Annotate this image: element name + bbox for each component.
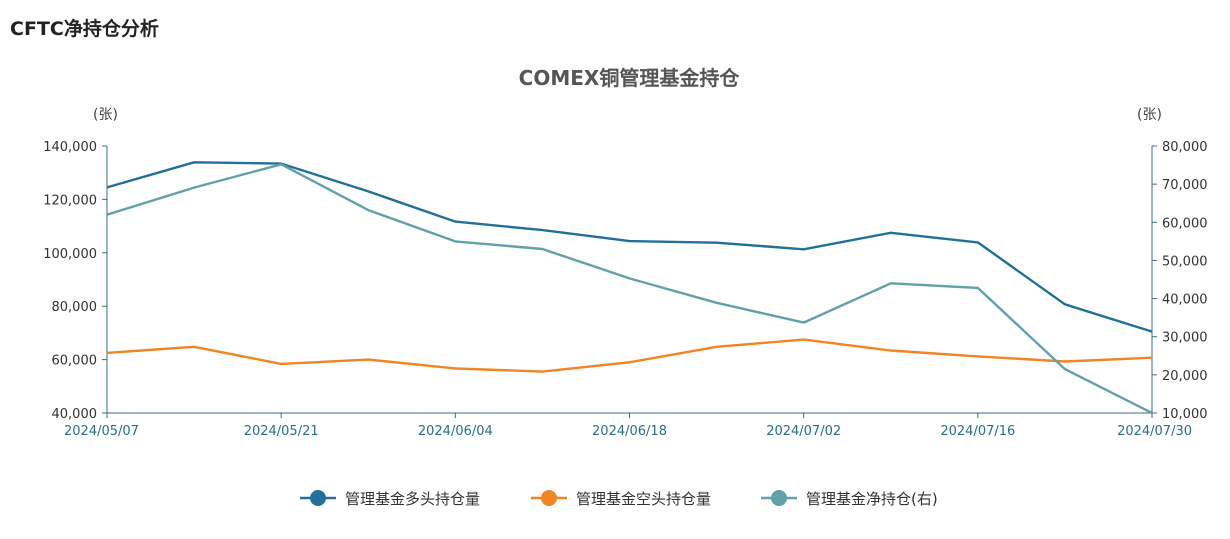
xtick-label: 2024/07/30 — [1117, 424, 1192, 439]
legend-label: 管理基金净持仓(右) — [806, 490, 938, 508]
legend-label: 管理基金空头持仓量 — [576, 490, 711, 508]
legend-marker — [310, 490, 326, 506]
right-ytick-label: 20,000 — [1162, 369, 1208, 384]
legend[interactable]: 管理基金多头持仓量 管理基金空头持仓量 管理基金净持仓(右) — [300, 490, 938, 508]
legend-label: 管理基金多头持仓量 — [345, 490, 480, 508]
right-ytick-label: 80,000 — [1162, 140, 1208, 155]
left-ytick-label: 120,000 — [43, 193, 97, 208]
left-ytick-label: 60,000 — [52, 354, 98, 369]
right-ytick-label: 40,000 — [1162, 293, 1208, 308]
legend-marker — [771, 490, 787, 506]
left-ytick-label: 140,000 — [43, 140, 97, 155]
chart-title: COMEX铜管理基金持仓 — [519, 66, 741, 90]
axes: 40,000 60,000 80,000 100,000 120,000 140,000 1… — [43, 140, 1207, 439]
legend-item-0[interactable]: 管理基金多头持仓量 — [300, 490, 480, 508]
legend-item-1[interactable]: 管理基金空头持仓量 — [531, 490, 711, 508]
xtick-label: 2024/05/21 — [244, 424, 319, 439]
left-axis-unit: (张) — [93, 107, 118, 123]
series-line-0 — [106, 161, 1153, 333]
series-line-1 — [106, 338, 1153, 373]
left-ytick-label: 40,000 — [52, 407, 98, 422]
series-lines — [106, 161, 1153, 415]
xtick-label: 2024/07/16 — [940, 424, 1015, 439]
series-line-2 — [106, 163, 1153, 415]
legend-item-2[interactable]: 管理基金净持仓(右) — [761, 490, 938, 508]
right-ytick-label: 50,000 — [1162, 254, 1208, 269]
xtick-label: 2024/06/04 — [418, 424, 493, 439]
page-title: CFTC净持仓分析 — [10, 18, 159, 40]
right-ytick-label: 30,000 — [1162, 331, 1208, 346]
right-ytick-label: 60,000 — [1162, 216, 1208, 231]
right-ytick-label: 70,000 — [1162, 178, 1208, 193]
xtick-label: 2024/06/18 — [592, 424, 667, 439]
xtick-label: 2024/05/07 — [64, 424, 139, 439]
legend-marker — [541, 490, 557, 506]
left-ytick-label: 100,000 — [43, 247, 97, 262]
right-axis-unit: (张) — [1137, 107, 1162, 123]
left-ytick-label: 80,000 — [52, 300, 98, 315]
xtick-label: 2024/07/02 — [766, 424, 841, 439]
right-ytick-label: 10,000 — [1162, 407, 1208, 422]
